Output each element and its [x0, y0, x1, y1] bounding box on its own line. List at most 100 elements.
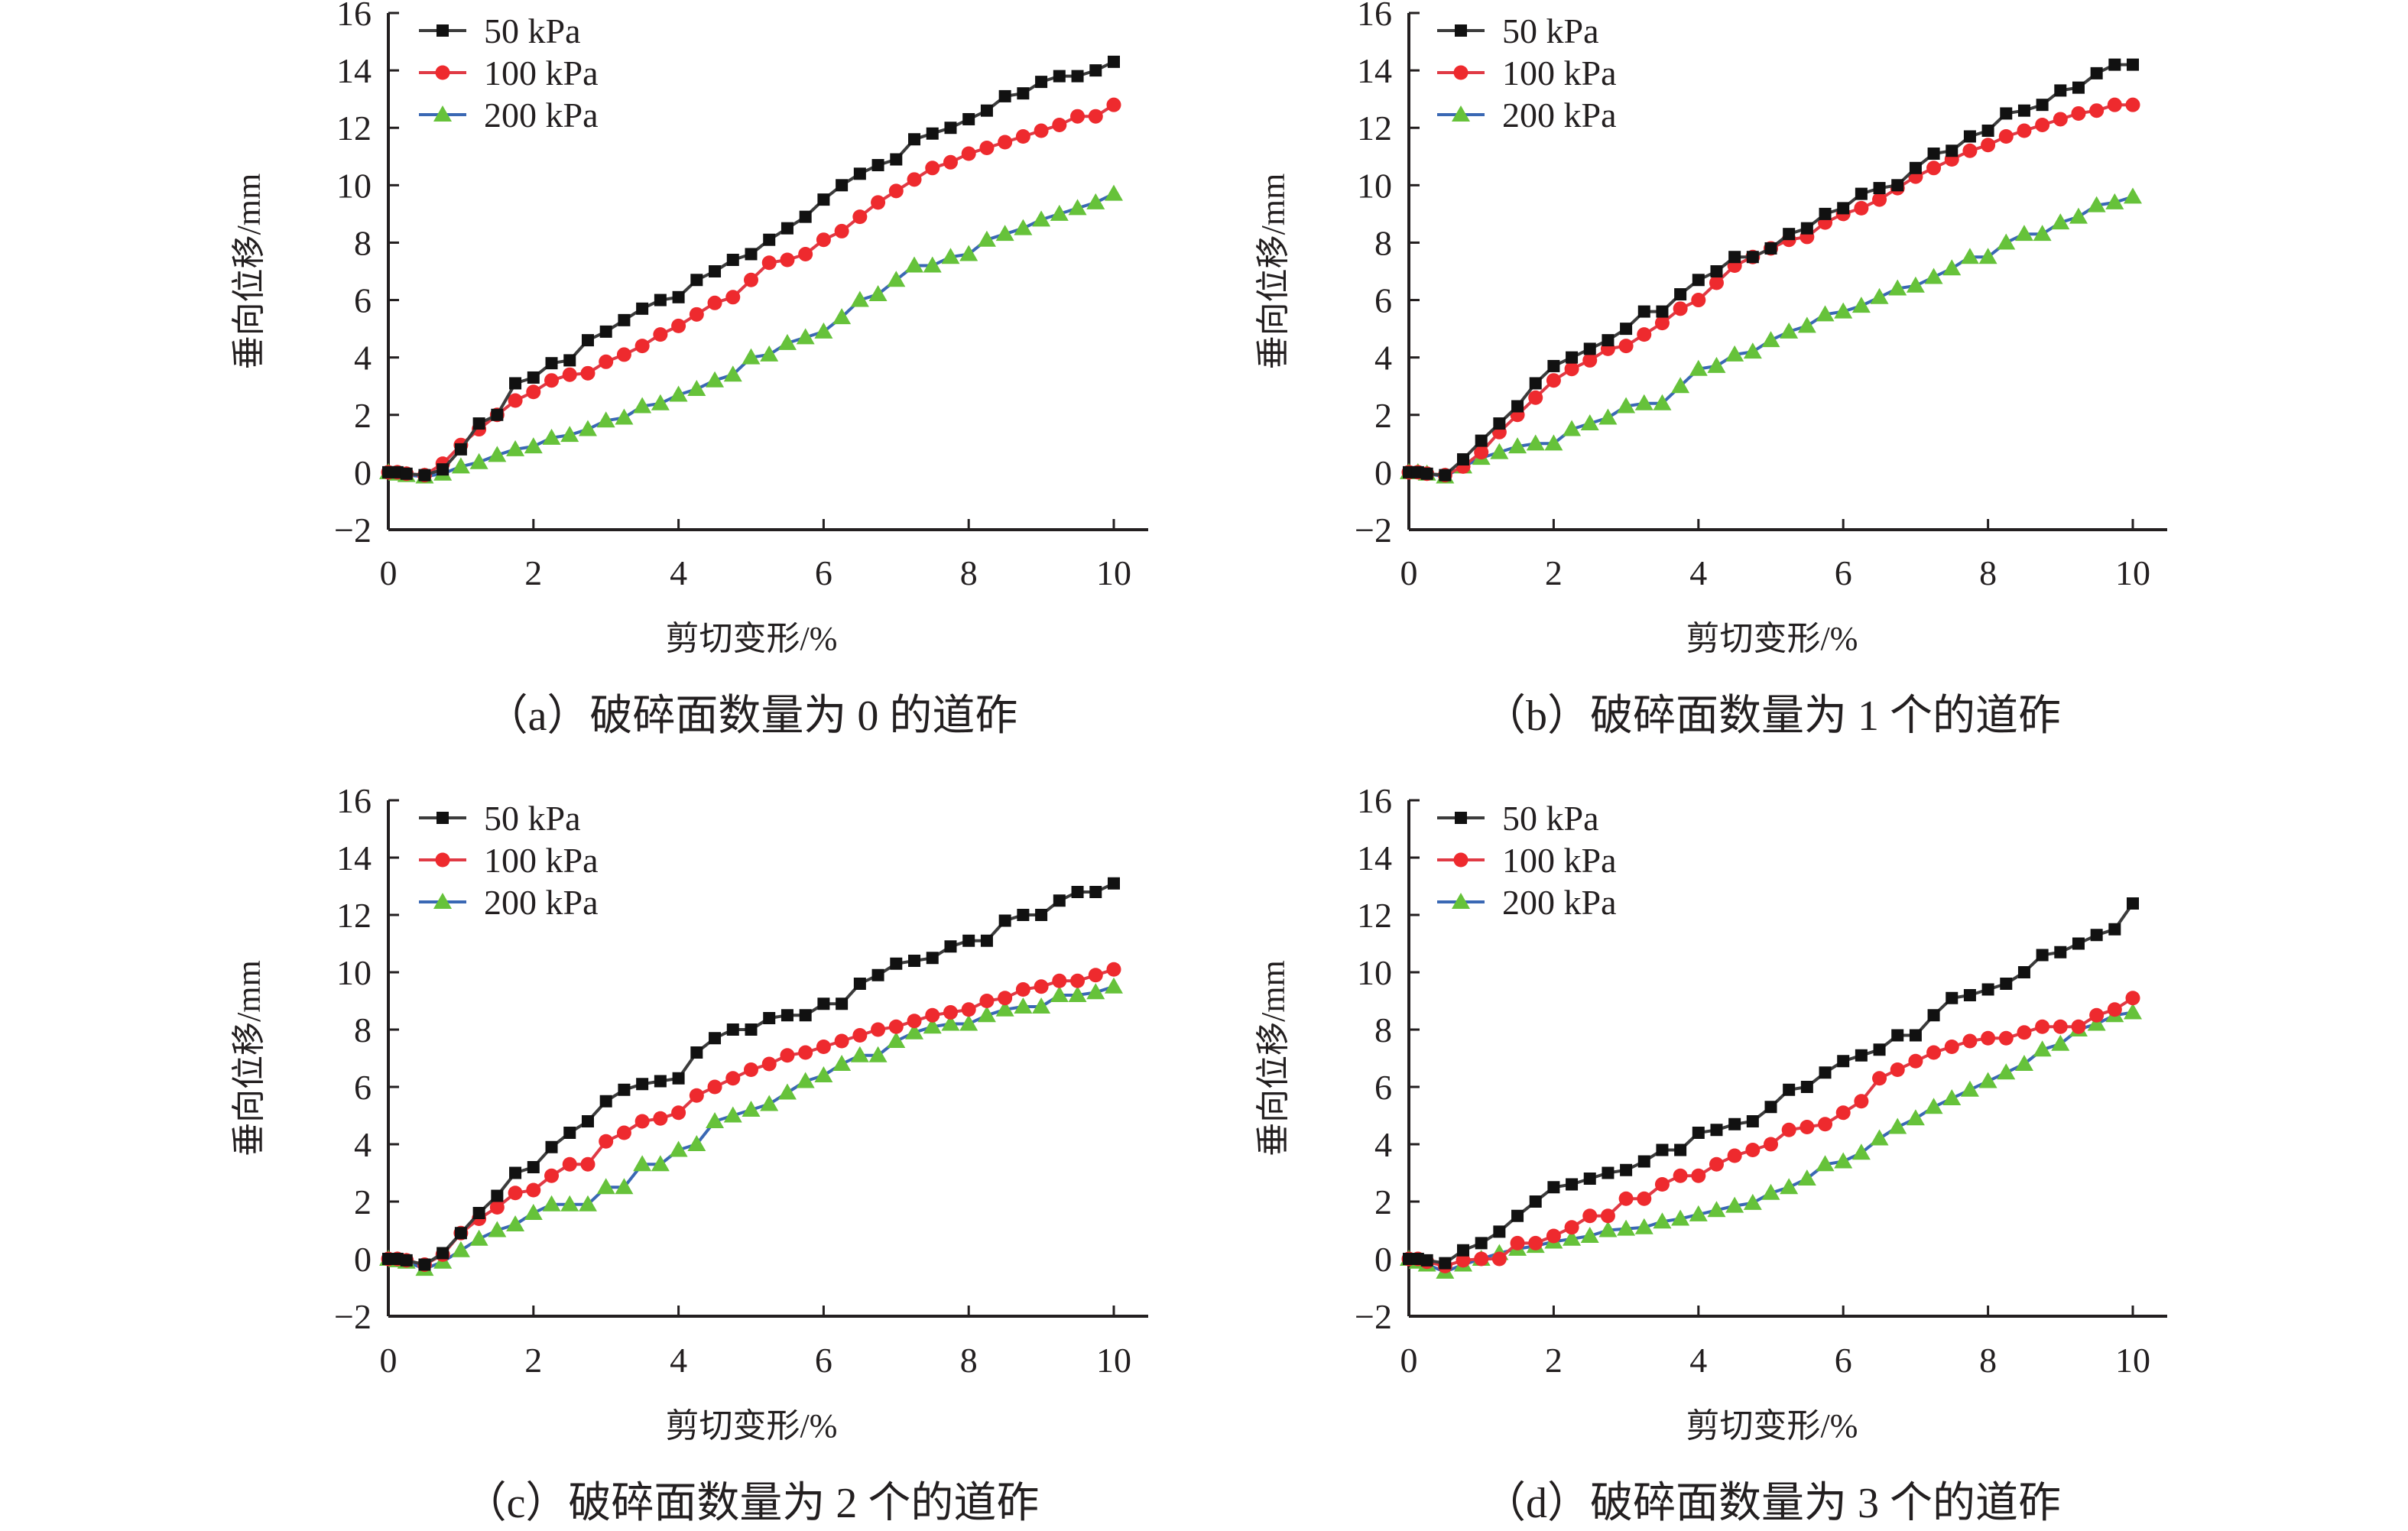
y-tick-label: 16: [1357, 0, 1392, 33]
x-tick-label: 8: [960, 553, 978, 592]
data-point-triangle: [669, 385, 688, 402]
data-point-circle: [1474, 445, 1489, 460]
y-tick-label: 4: [1374, 339, 1392, 378]
y-axis-title: 垂向位移/mm: [230, 960, 268, 1156]
data-point-triangle: [868, 1046, 888, 1062]
data-point-square: [836, 179, 849, 192]
data-point-triangle: [905, 256, 924, 273]
data-point-square: [1620, 323, 1633, 336]
y-tick-label: 8: [1374, 223, 1392, 262]
data-point-square: [1035, 909, 1048, 921]
data-point-square: [1529, 377, 1542, 390]
data-point-square: [1071, 886, 1084, 898]
data-point-square: [1656, 305, 1669, 318]
data-point-circle: [1052, 973, 1067, 988]
data-point-circle: [1088, 968, 1103, 983]
legend-item: 200 kPa: [1437, 96, 1617, 135]
data-point-circle: [1872, 192, 1887, 207]
data-point-triangle: [850, 290, 869, 307]
x-tick-label: 0: [1400, 553, 1418, 592]
data-point-square: [1855, 1049, 1868, 1062]
legend-label: 100 kPa: [484, 841, 599, 880]
data-point-square: [1493, 1225, 1506, 1238]
data-point-square: [1674, 1143, 1687, 1156]
x-tick-label: 4: [670, 1341, 687, 1380]
data-point-square: [836, 997, 849, 1010]
y-tick-label: 12: [336, 896, 372, 935]
x-tick-label: 6: [815, 1341, 832, 1380]
y-tick-label: 8: [354, 223, 372, 262]
data-point-square: [527, 371, 540, 384]
data-point-circle: [798, 246, 813, 261]
data-point-triangle: [1032, 210, 1051, 227]
data-point-square: [2017, 966, 2030, 978]
data-point-square: [709, 265, 722, 277]
data-point-square: [853, 167, 866, 180]
data-point-circle: [2017, 1025, 2032, 1040]
y-tick-label: 14: [336, 838, 372, 877]
data-point-circle: [1818, 1117, 1833, 1132]
legend-item: 50 kPa: [1437, 799, 1599, 838]
data-point-triangle: [1617, 397, 1636, 414]
data-point-square: [1656, 1143, 1669, 1156]
data-point-square: [998, 89, 1011, 102]
data-point-triangle: [760, 1095, 779, 1111]
data-point-circle: [1962, 143, 1978, 158]
data-point-square: [1891, 179, 1904, 192]
x-tick-label: 4: [1689, 553, 1707, 592]
data-point-square: [1547, 1181, 1560, 1194]
x-tick-label: 2: [1545, 553, 1563, 592]
data-point-circle: [798, 1045, 813, 1060]
data-point-triangle: [560, 1195, 579, 1212]
panel-caption: （c）破碎面数量为 2 个的道砟: [464, 1480, 1040, 1527]
data-point-square: [2127, 58, 2139, 71]
data-point-square: [581, 334, 594, 347]
data-point-square: [853, 978, 866, 990]
data-point-square: [780, 222, 793, 235]
y-tick-label: 12: [1357, 896, 1392, 935]
data-point-square: [1800, 222, 1813, 235]
y-tick-label: −2: [1355, 511, 1392, 550]
data-point-triangle: [615, 1178, 634, 1195]
x-tick-label: 2: [524, 553, 542, 592]
data-point-triangle: [1526, 434, 1545, 451]
y-tick-label: 0: [354, 1240, 372, 1279]
data-point-square: [436, 1247, 449, 1260]
data-point-circle: [816, 232, 831, 248]
data-point-triangle: [2105, 193, 2124, 209]
data-point-circle: [1070, 973, 1086, 988]
data-point-square: [563, 1127, 576, 1139]
data-point-triangle: [1978, 1072, 1997, 1088]
data-point-square: [618, 1083, 631, 1096]
y-tick-label: 6: [1374, 281, 1392, 320]
data-point-triangle: [2087, 196, 2106, 212]
y-tick-label: 8: [354, 1010, 372, 1049]
data-point-circle: [725, 1071, 741, 1086]
data-point-square: [527, 1161, 540, 1173]
data-point-circle: [1582, 1208, 1598, 1224]
legend-marker-triangle: [1452, 105, 1470, 122]
data-point-triangle: [1508, 437, 1527, 454]
y-tick-label: 12: [1357, 109, 1392, 148]
data-point-triangle: [578, 1195, 597, 1212]
data-point-triangle: [560, 426, 579, 443]
data-point-circle: [1474, 1251, 1489, 1267]
data-point-circle: [871, 1022, 886, 1037]
data-point-square: [1764, 242, 1777, 255]
data-point-triangle: [1924, 1098, 1943, 1114]
data-point-triangle: [1580, 1227, 1599, 1243]
data-point-circle: [1691, 293, 1706, 308]
data-point-square: [1511, 1209, 1524, 1222]
data-point-square: [1909, 161, 1922, 174]
data-point-square: [926, 127, 939, 140]
y-tick-label: 6: [354, 281, 372, 320]
data-point-circle: [1582, 352, 1598, 368]
data-point-circle: [979, 141, 995, 156]
x-axis-title: 剪切变形/%: [666, 620, 838, 657]
legend-label: 200 kPa: [484, 883, 599, 922]
legend-label: 100 kPa: [484, 54, 599, 92]
data-point-circle: [1546, 1228, 1561, 1244]
data-point-circle: [2035, 117, 2050, 132]
legend-label: 50 kPa: [484, 11, 581, 50]
